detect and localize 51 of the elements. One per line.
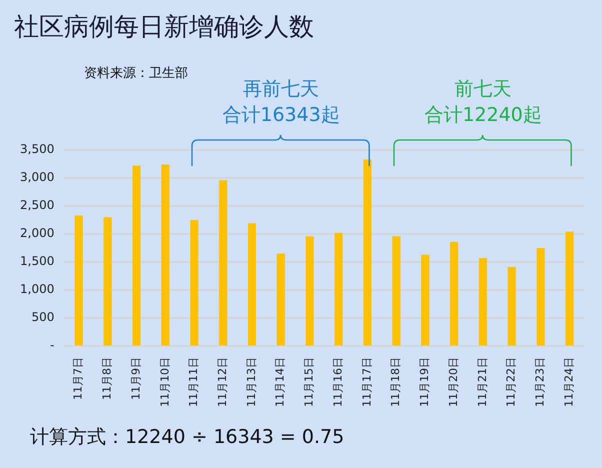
- text: 前七天: [454, 77, 512, 102]
- y-tick-label: 3,500: [20, 142, 54, 156]
- bar: [219, 180, 228, 346]
- y-tick-label: 2,000: [20, 226, 54, 240]
- bar: [276, 254, 285, 346]
- bar: [248, 223, 256, 346]
- x-tick-label: 11月8日: [100, 357, 114, 400]
- text: 计算方式：12240 ÷ 16343 = 0.75: [30, 425, 344, 450]
- bar: [363, 160, 372, 346]
- bar: [132, 166, 141, 346]
- x-tick-label: 11月18日: [389, 357, 402, 408]
- x-tick-label: 11月17日: [360, 357, 374, 408]
- bar: [536, 248, 545, 346]
- text: 合计12240起: [424, 103, 542, 128]
- bar: [392, 236, 400, 346]
- x-tick-label: 11月21日: [476, 357, 489, 408]
- bar: [104, 217, 112, 346]
- bar: [74, 216, 83, 346]
- x-tick-label: 11月15日: [302, 357, 316, 408]
- y-tick-label: 2,500: [20, 198, 54, 212]
- text: 资料来源：卫生部: [84, 65, 188, 82]
- text: 再前七天: [242, 77, 319, 102]
- x-tick-label: 11月11日: [187, 357, 200, 408]
- bar: [421, 254, 430, 346]
- y-tick-label: -: [50, 338, 54, 352]
- x-tick-label: 11月22日: [504, 357, 518, 408]
- bar: [478, 258, 487, 346]
- x-tick-label: 11月13日: [244, 357, 258, 408]
- bar: [306, 236, 314, 346]
- x-tick-label: 11月23日: [534, 357, 547, 408]
- x-tick-label: 11月19日: [418, 357, 432, 408]
- bar: [450, 242, 458, 346]
- chart-title: 社区病例每日新增确诊人数: [14, 11, 314, 43]
- x-tick-label: 11月7日: [72, 357, 85, 400]
- x-tick-label: 11月24日: [562, 357, 576, 408]
- x-tick-label: 11月12日: [216, 357, 229, 408]
- y-tick-label: 1,500: [20, 254, 54, 268]
- x-tick-label: 11月20日: [446, 357, 460, 408]
- text: 合计16343起: [222, 103, 340, 128]
- bar: [334, 232, 343, 346]
- x-tick-label: 11月10日: [158, 357, 172, 408]
- bar: [190, 220, 198, 346]
- bar: [508, 267, 516, 346]
- bar: [566, 232, 574, 346]
- x-tick-label: 11月14日: [274, 357, 287, 408]
- bar: [161, 164, 170, 346]
- y-tick-label: 500: [31, 310, 54, 324]
- y-tick-label: 1,000: [20, 282, 54, 296]
- y-tick-label: 3,000: [20, 170, 54, 184]
- x-tick-label: 11月16日: [331, 357, 344, 408]
- x-tick-label: 11月9日: [129, 357, 142, 400]
